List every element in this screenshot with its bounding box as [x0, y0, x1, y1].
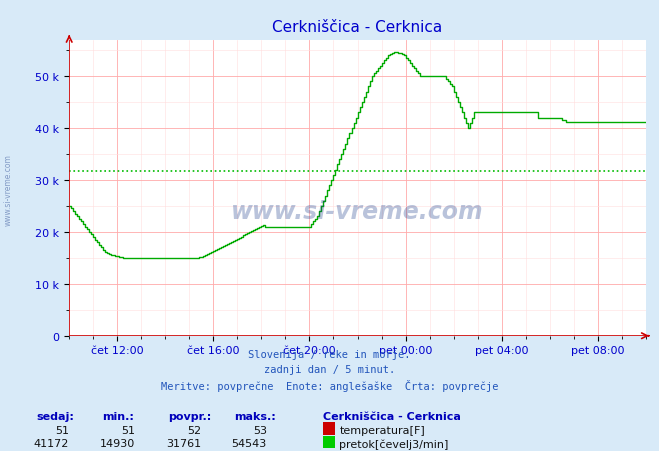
- Text: 31761: 31761: [166, 438, 201, 448]
- Text: 51: 51: [121, 425, 135, 435]
- Text: temperatura[F]: temperatura[F]: [339, 425, 425, 435]
- Text: sedaj:: sedaj:: [36, 411, 74, 421]
- Text: zadnji dan / 5 minut.: zadnji dan / 5 minut.: [264, 364, 395, 374]
- Text: 51: 51: [55, 425, 69, 435]
- Text: maks.:: maks.:: [234, 411, 275, 421]
- Text: 41172: 41172: [34, 438, 69, 448]
- Text: 52: 52: [187, 425, 201, 435]
- Text: www.si-vreme.com: www.si-vreme.com: [231, 200, 484, 224]
- Text: povpr.:: povpr.:: [168, 411, 212, 421]
- Text: 54543: 54543: [232, 438, 267, 448]
- Text: www.si-vreme.com: www.si-vreme.com: [3, 153, 13, 226]
- Text: min.:: min.:: [102, 411, 134, 421]
- Text: Cerkniščica - Cerknica: Cerkniščica - Cerknica: [323, 411, 461, 421]
- Text: pretok[čevelj3/min]: pretok[čevelj3/min]: [339, 438, 449, 449]
- Text: 53: 53: [253, 425, 267, 435]
- Title: Cerkniščica - Cerknica: Cerkniščica - Cerknica: [272, 20, 443, 35]
- Text: Meritve: povprečne  Enote: anglešaške  Črta: povprečje: Meritve: povprečne Enote: anglešaške Črt…: [161, 379, 498, 391]
- Text: Slovenija / reke in morje.: Slovenija / reke in morje.: [248, 350, 411, 359]
- Text: 14930: 14930: [100, 438, 135, 448]
